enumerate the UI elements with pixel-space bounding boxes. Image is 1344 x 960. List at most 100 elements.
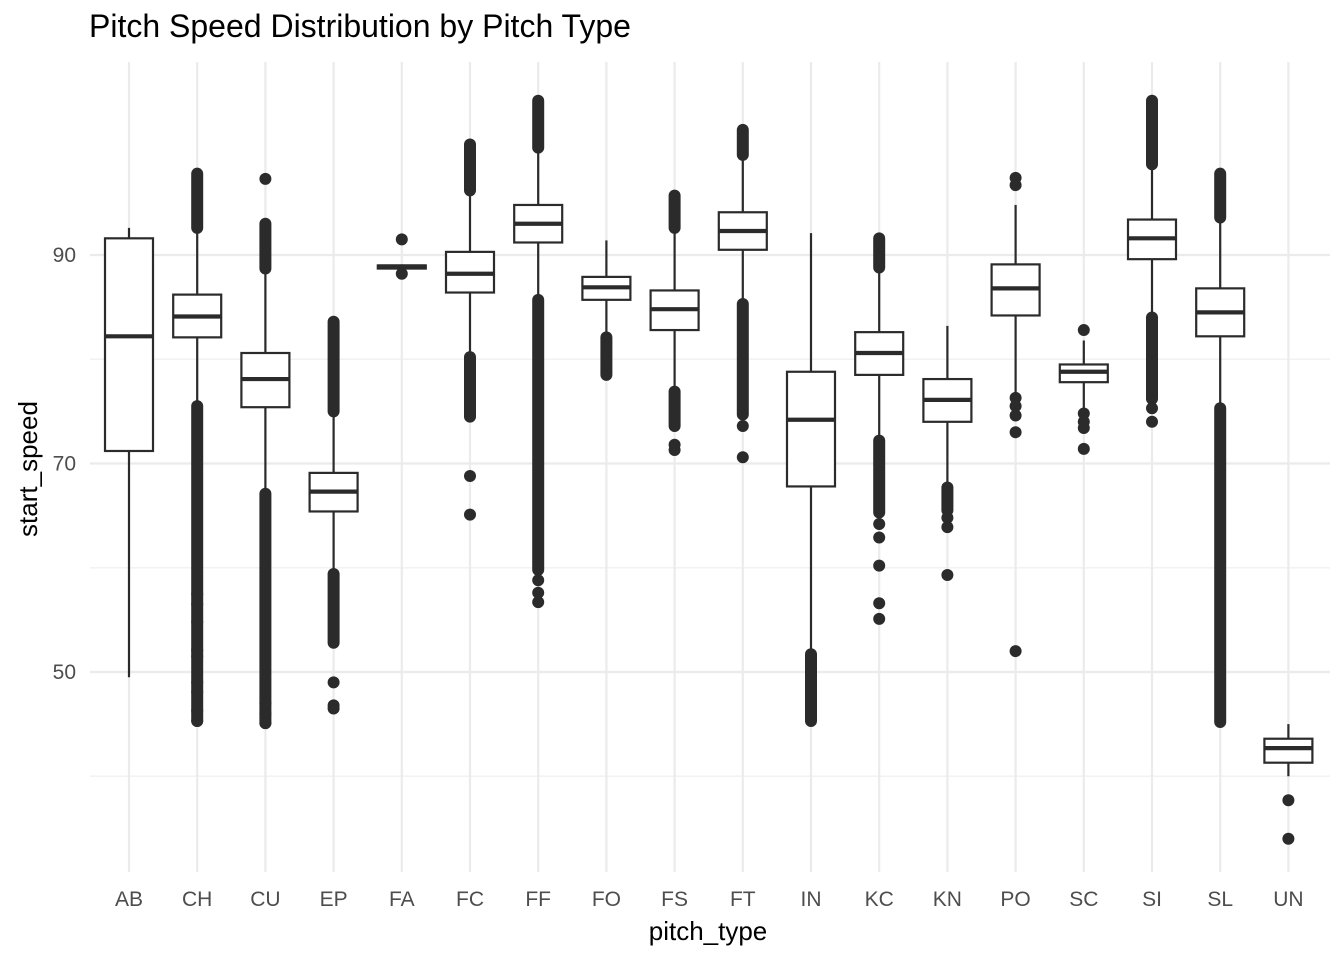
outlier-point: [873, 612, 886, 625]
box-ep: [308, 315, 359, 715]
outlier-point: [191, 685, 204, 698]
outlier-point: [1077, 407, 1090, 420]
outlier-point: [327, 676, 340, 689]
box-cu: [240, 172, 291, 730]
box-fc: [444, 138, 496, 521]
box-ab: [103, 227, 155, 678]
outlier-cluster: [1146, 94, 1158, 171]
outlier-point: [1009, 179, 1022, 192]
outlier-cluster: [464, 138, 476, 197]
outlier-point: [327, 702, 340, 715]
outlier-point: [532, 574, 545, 587]
outlier-cluster: [532, 293, 545, 576]
outlier-point: [1009, 645, 1022, 658]
box-kn: [922, 325, 973, 582]
box-iqr: [103, 237, 155, 453]
outlier-point: [532, 586, 545, 599]
y-axis-title: start_speed: [13, 401, 43, 537]
grid-layer: [90, 62, 1330, 872]
box-sc: [1058, 324, 1109, 455]
outlier-point: [259, 697, 272, 710]
box-un: [1263, 724, 1314, 845]
outlier-cluster: [532, 94, 545, 154]
box-ft: [717, 123, 768, 464]
box-iqr: [1263, 737, 1314, 764]
box-si: [1126, 94, 1178, 428]
outlier-point: [873, 597, 886, 610]
outlier-point: [191, 676, 204, 689]
outlier-point: [259, 717, 272, 730]
outlier-point: [395, 233, 408, 246]
outlier-point: [1009, 391, 1022, 404]
outlier-point: [1077, 422, 1090, 435]
outlier-cluster: [191, 167, 204, 234]
outlier-point: [736, 419, 749, 432]
outlier-point: [941, 511, 954, 524]
outlier-point: [736, 451, 749, 464]
outlier-point: [191, 714, 204, 727]
x-tick-label: AB: [115, 888, 143, 911]
outlier-point: [873, 559, 886, 572]
x-tick-label: CU: [250, 888, 280, 911]
outlier-point: [191, 704, 204, 717]
x-tick-label: CH: [182, 888, 212, 911]
chart-title: Pitch Speed Distribution by Pitch Type: [89, 8, 631, 44]
outlier-cluster: [736, 297, 749, 421]
outlier-cluster: [600, 331, 613, 381]
outlier-cluster: [873, 232, 886, 274]
outlier-cluster: [668, 189, 681, 234]
x-axis-title: pitch_type: [649, 916, 768, 946]
y-tick-label: 90: [53, 244, 76, 267]
box-fo: [581, 240, 632, 381]
y-tick-label: 50: [53, 661, 76, 684]
x-tick-label: EP: [320, 888, 348, 911]
box-ff: [513, 94, 564, 609]
boxes-layer: [103, 94, 1314, 845]
outlier-point: [873, 531, 886, 544]
outlier-point: [259, 707, 272, 720]
outlier-cluster: [259, 487, 272, 730]
box-fs: [649, 189, 700, 456]
outlier-cluster: [259, 217, 272, 275]
outlier-cluster: [805, 648, 817, 727]
outlier-cluster: [327, 568, 340, 649]
x-tick-label: FC: [456, 888, 484, 911]
outlier-point: [1009, 400, 1022, 413]
outlier-cluster: [736, 123, 749, 161]
x-tick-label: FA: [389, 888, 415, 911]
x-tick-label: IN: [801, 888, 822, 911]
outlier-point: [191, 615, 204, 628]
outlier-point: [1146, 415, 1158, 428]
outlier-cluster: [873, 434, 886, 519]
outlier-cluster: [941, 481, 954, 517]
outlier-cluster: [1214, 402, 1227, 729]
outlier-point: [1009, 426, 1022, 439]
axis-layer: 50 70 90 AB CH CU EP FA FC FF FO FS FT IN KC KN PO SC SI SL…: [53, 244, 1304, 911]
outlier-point: [259, 172, 272, 185]
outlier-point: [941, 521, 954, 534]
outlier-point: [1077, 442, 1090, 455]
outlier-point: [873, 517, 886, 530]
outlier-point: [464, 508, 476, 521]
outlier-point: [1282, 794, 1295, 807]
outlier-point: [1009, 409, 1022, 422]
x-tick-label: FO: [592, 888, 621, 911]
outlier-point: [1146, 402, 1158, 415]
outlier-cluster: [464, 351, 476, 423]
outlier-cluster: [668, 385, 681, 432]
box-kc: [854, 232, 905, 625]
box-iqr: [785, 370, 837, 488]
x-tick-label: KN: [933, 888, 962, 911]
x-tick-label: FS: [661, 888, 688, 911]
x-tick-label: FT: [730, 888, 756, 911]
outlier-cluster: [1146, 311, 1158, 405]
x-tick-label: FF: [525, 888, 551, 911]
x-tick-label: UN: [1273, 888, 1303, 911]
box-po: [990, 171, 1041, 658]
outlier-cluster: [1214, 167, 1227, 224]
box-fa: [376, 233, 427, 280]
x-tick-label: KC: [865, 888, 894, 911]
outlier-point: [532, 596, 545, 609]
outlier-point: [464, 470, 476, 483]
